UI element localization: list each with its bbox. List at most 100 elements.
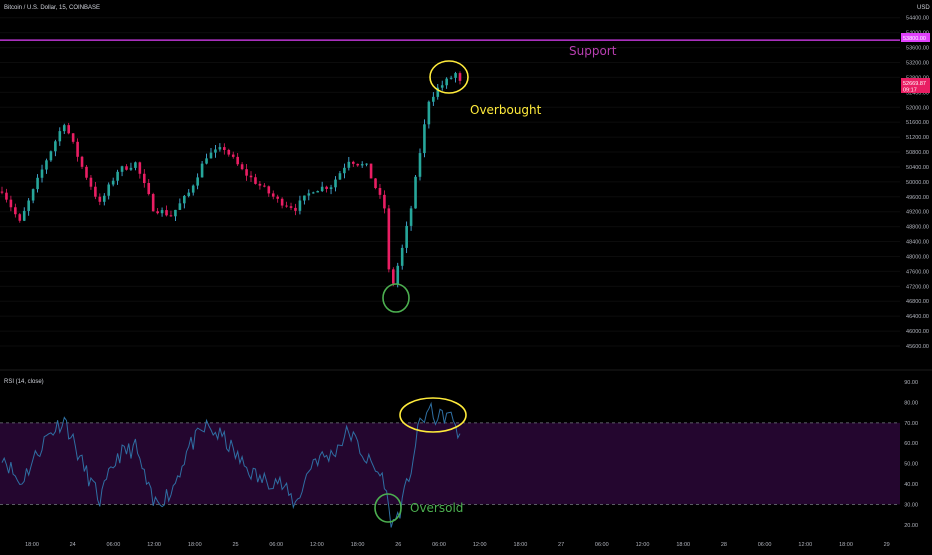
candle-body	[280, 198, 284, 206]
last-price-badge	[901, 78, 930, 93]
candle-body	[423, 124, 426, 154]
candle-body	[49, 151, 53, 161]
candle-body	[174, 209, 177, 217]
price-tick-label: 52000.00	[906, 105, 929, 111]
candle-body	[338, 173, 342, 180]
candle-body	[27, 200, 30, 211]
candle-body	[298, 200, 302, 211]
candle-body	[31, 189, 35, 201]
candle-body	[294, 207, 297, 211]
candle-body	[449, 77, 453, 79]
candle-body	[245, 169, 248, 176]
candle-body	[458, 73, 462, 81]
time-tick-label: 18:00	[351, 542, 365, 548]
time-tick-label: 28	[721, 542, 727, 548]
price-tick-label: 53200.00	[906, 60, 929, 66]
candle-body	[9, 199, 13, 208]
price-tick-label: 50800.00	[906, 150, 929, 156]
candle-body	[98, 196, 102, 202]
candle-body	[316, 191, 320, 193]
candle-body	[58, 131, 62, 142]
price-tick-label: 47200.00	[906, 284, 929, 290]
oversold-annotation: Oversold	[410, 501, 463, 515]
overbought-price-marker	[429, 60, 469, 94]
candle-body	[231, 154, 235, 157]
rsi-tick-label: 90.00	[904, 380, 918, 386]
time-tick-label: 12:00	[636, 542, 650, 548]
candle-body	[263, 185, 266, 187]
grid	[0, 17, 900, 347]
candle-body	[67, 125, 70, 134]
rsi-band	[0, 422, 900, 505]
time-tick-label: 12:00	[147, 542, 161, 548]
time-tick-label: 18:00	[514, 542, 528, 548]
candle-body	[432, 96, 435, 102]
time-tick-label: 26	[395, 542, 401, 548]
price-tick-label: 50400.00	[906, 165, 929, 171]
time-tick-label: 29	[884, 542, 890, 548]
time-tick-label: 18:00	[839, 542, 853, 548]
rsi-tick-label: 50.00	[904, 462, 918, 468]
candle-body	[307, 193, 311, 196]
candle-body	[240, 164, 244, 170]
candle-body	[18, 214, 22, 221]
time-tick-label: 27	[558, 542, 564, 548]
time-tick-label: 06:00	[107, 542, 121, 548]
candle-body	[271, 193, 275, 197]
rsi-pane	[0, 401, 900, 528]
time-tick-label: 06:00	[432, 542, 446, 548]
overbought-rsi-marker	[399, 397, 467, 433]
candle-body	[120, 166, 124, 172]
candle-body	[223, 147, 226, 150]
candle-body	[178, 203, 182, 210]
price-tick-label: 48800.00	[906, 225, 929, 231]
time-tick-label: 25	[232, 542, 238, 548]
support-annotation: Support	[569, 44, 617, 58]
candle-body	[85, 166, 88, 178]
candle-body	[0, 191, 4, 193]
candle-body	[329, 187, 333, 189]
candle-body	[134, 162, 137, 168]
rsi-series-line	[1, 401, 461, 528]
price-tick-label: 46800.00	[906, 299, 929, 305]
candle-body	[76, 141, 79, 157]
time-tick-label: 06:00	[269, 542, 283, 548]
candle-body	[138, 162, 142, 174]
time-tick-label: 18:00	[676, 542, 690, 548]
candle-body	[311, 192, 315, 194]
rsi-title: RSI (14, close)	[4, 379, 44, 385]
price-tick-label: 46400.00	[906, 314, 929, 320]
candle-body	[285, 205, 288, 207]
candle-body	[374, 178, 377, 189]
price-tick-label: 49200.00	[906, 210, 929, 216]
candle-body	[102, 195, 106, 202]
time-axis: 18:00 24 06:00 12:00 18:00 25 06:00 12:00 18:00 2…	[25, 542, 890, 548]
candle-body	[14, 207, 17, 215]
candle-body	[396, 265, 400, 284]
candles	[0, 71, 462, 288]
candle-body	[409, 208, 413, 226]
candle-body	[392, 269, 395, 284]
price-tick-label: 46000.00	[906, 329, 929, 335]
candle-body	[5, 192, 8, 200]
candle-body	[356, 163, 360, 166]
candle-body	[303, 195, 306, 201]
candle-body	[378, 188, 382, 195]
time-tick-label: 12:00	[473, 542, 487, 548]
candle-body	[107, 184, 111, 196]
candle-body	[254, 177, 257, 184]
candle-body	[142, 173, 146, 184]
candle-body	[196, 177, 199, 186]
candle-body	[351, 161, 355, 164]
candle-body	[427, 101, 431, 125]
candle-body	[151, 194, 155, 212]
candle-body	[125, 166, 128, 170]
rsi-tick-label: 30.00	[904, 502, 918, 508]
candle-body	[209, 152, 213, 159]
candle-body	[387, 208, 391, 270]
candle-body	[160, 210, 164, 214]
candle-body	[89, 177, 93, 187]
candle-body	[129, 167, 133, 170]
candle-body	[22, 210, 26, 221]
